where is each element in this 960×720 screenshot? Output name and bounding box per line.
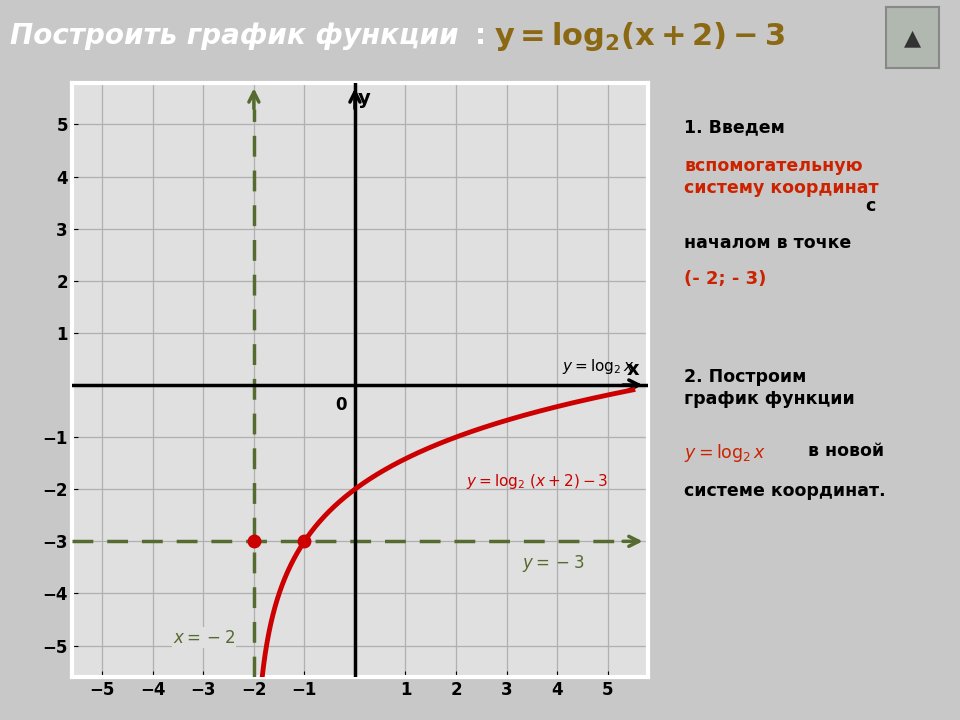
Text: системе координат.: системе координат. xyxy=(684,482,886,500)
Text: $y = \log_2\,(x + 2) - 3$: $y = \log_2\,(x + 2) - 3$ xyxy=(467,472,609,491)
Text: ▲: ▲ xyxy=(904,28,921,48)
Text: 1. Введем: 1. Введем xyxy=(684,118,785,136)
Text: $y = \log_2 x$: $y = \log_2 x$ xyxy=(563,357,635,377)
Text: 0: 0 xyxy=(335,396,347,414)
Text: началом в точке: началом в точке xyxy=(684,234,852,252)
Text: (- 2; - 3): (- 2; - 3) xyxy=(684,270,767,288)
Text: $x = - 2$: $x = - 2$ xyxy=(173,629,235,647)
Text: $y = - 3$: $y = - 3$ xyxy=(521,553,584,574)
Text: Построить график функции: Построить график функции xyxy=(10,22,458,50)
Text: вспомогательную
систему координат: вспомогательную систему координат xyxy=(684,157,879,197)
Text: $y = \log_2 x$: $y = \log_2 x$ xyxy=(684,442,767,464)
Text: 2. Построим
график функции: 2. Построим график функции xyxy=(684,368,855,408)
Text: y: y xyxy=(358,89,371,108)
Text: с: с xyxy=(865,197,876,215)
Text: в новой: в новой xyxy=(807,442,883,460)
Text: $\mathbf{y = log_2(x +2) - 3}$: $\mathbf{y = log_2(x +2) - 3}$ xyxy=(494,19,785,53)
Text: x: x xyxy=(627,360,639,379)
Text: :: : xyxy=(475,22,487,50)
